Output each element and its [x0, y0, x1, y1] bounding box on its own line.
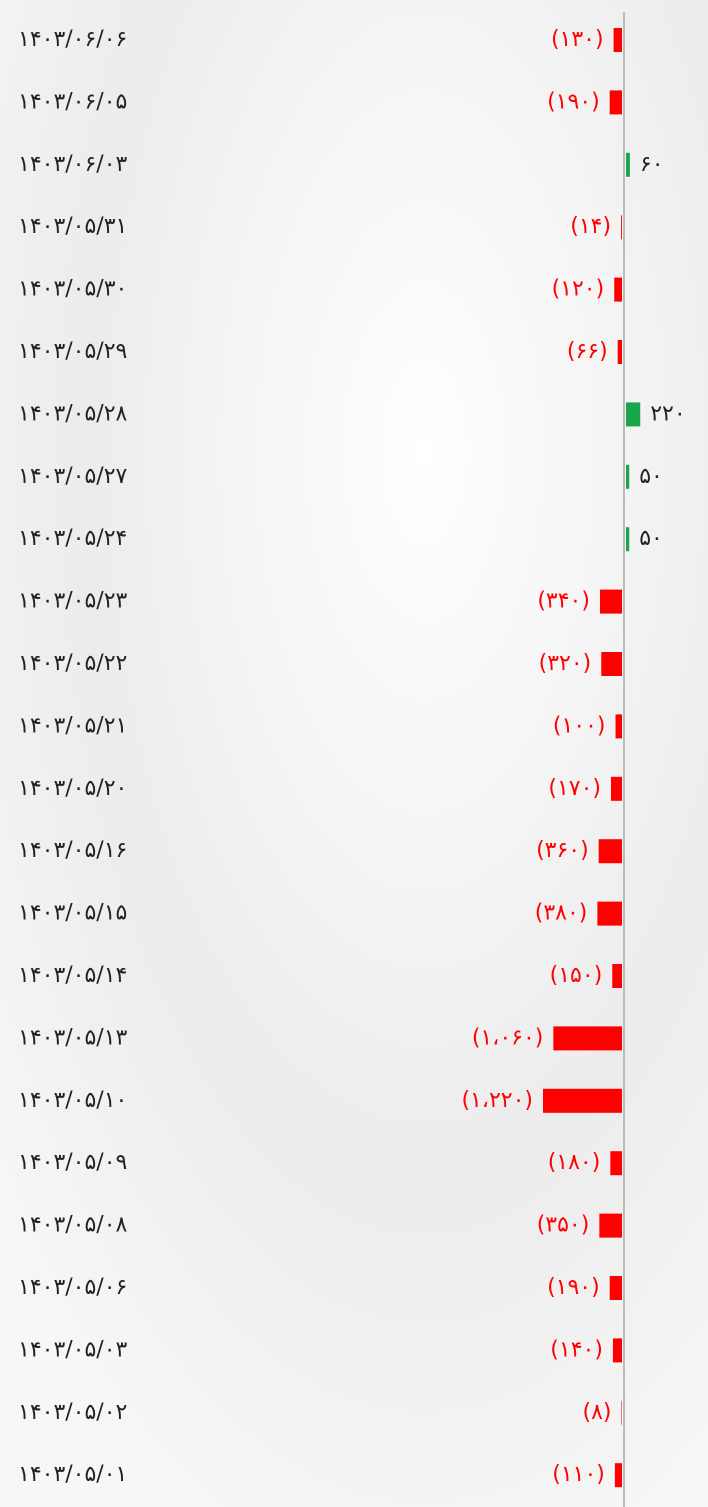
category-label: ۱۴۰۳/۰۵/۰۸ — [18, 1213, 128, 1238]
bar — [599, 839, 622, 863]
category-label: ۱۴۰۳/۰۵/۲۹ — [18, 339, 127, 364]
category-label: ۱۴۰۳/۰۶/۰۳ — [18, 152, 128, 177]
value-label: (۱۴۰) — [550, 1337, 603, 1362]
category-label: ۱۴۰۳/۰۵/۲۱ — [18, 713, 127, 738]
bar — [600, 590, 622, 614]
bar — [626, 153, 630, 177]
bar — [626, 465, 629, 489]
bar — [610, 1151, 622, 1175]
bar — [618, 340, 622, 364]
value-label: (۳۲۰) — [539, 651, 592, 676]
bar — [614, 28, 622, 52]
category-label: ۱۴۰۳/۰۶/۰۵ — [18, 89, 127, 114]
bar — [615, 1463, 622, 1487]
value-label: (۱۲۰) — [552, 277, 605, 302]
category-label: ۱۴۰۳/۰۵/۲۰ — [18, 776, 127, 801]
category-label: ۱۴۰۳/۰۵/۱۳ — [18, 1025, 128, 1050]
category-label: ۱۴۰۳/۰۵/۱۰ — [18, 1088, 127, 1113]
category-label: ۱۴۰۳/۰۵/۲۷ — [18, 464, 128, 489]
value-label: (۶۶) — [567, 339, 608, 364]
category-label: ۱۴۰۳/۰۵/۲۲ — [18, 651, 127, 676]
value-label: (۸) — [582, 1400, 611, 1425]
category-label: ۱۴۰۳/۰۵/۳۱ — [18, 214, 127, 239]
category-label: ۱۴۰۳/۰۵/۱۴ — [18, 963, 127, 988]
bar — [612, 964, 622, 988]
value-label: (۱،۲۲۰) — [461, 1088, 533, 1113]
bar — [601, 652, 622, 676]
value-label: ۵۰ — [639, 464, 663, 489]
bar — [626, 402, 640, 426]
bar — [611, 777, 622, 801]
bar — [614, 278, 622, 302]
bar — [553, 1026, 622, 1050]
value-label: (۱۸۰) — [548, 1150, 601, 1175]
category-label: ۱۴۰۳/۰۵/۰۲ — [18, 1400, 127, 1425]
value-label: (۳۶۰) — [536, 838, 589, 863]
value-label: (۳۸۰) — [535, 901, 588, 926]
value-label: (۱۵۰) — [550, 963, 603, 988]
value-label: (۱۰۰) — [553, 713, 606, 738]
category-label: ۱۴۰۳/۰۵/۰۱ — [18, 1462, 127, 1487]
bar — [626, 527, 629, 551]
bar — [610, 90, 622, 114]
value-label: ۲۲۰ — [650, 401, 685, 426]
bar — [616, 714, 622, 738]
category-label: ۱۴۰۳/۰۵/۱۵ — [18, 901, 127, 926]
category-label: ۱۴۰۳/۰۵/۲۸ — [18, 401, 128, 426]
category-label: ۱۴۰۳/۰۵/۰۳ — [18, 1337, 128, 1362]
bar — [543, 1089, 622, 1113]
value-label: ۶۰ — [640, 152, 664, 177]
category-label: ۱۴۰۳/۰۵/۱۶ — [18, 838, 127, 863]
bar — [621, 1401, 622, 1425]
value-label: ۵۰ — [639, 526, 663, 551]
category-label: ۱۴۰۳/۰۵/۰۹ — [18, 1150, 127, 1175]
category-label: ۱۴۰۳/۰۵/۲۴ — [18, 526, 127, 551]
category-label: ۱۴۰۳/۰۵/۰۶ — [18, 1275, 127, 1300]
value-label: (۱۳۰) — [551, 27, 604, 52]
bar — [613, 1338, 622, 1362]
value-label: (۱۹۰) — [547, 1275, 600, 1300]
value-label: (۱۹۰) — [547, 89, 600, 114]
value-label: (۱،۰۶۰) — [472, 1025, 544, 1050]
bar — [597, 902, 622, 926]
bar — [599, 1214, 622, 1238]
category-label: ۱۴۰۳/۰۶/۰۶ — [18, 27, 127, 52]
category-label: ۱۴۰۳/۰۵/۲۳ — [18, 589, 128, 614]
bar — [621, 215, 622, 239]
value-label: (۱۴) — [570, 214, 611, 239]
value-label: (۳۵۰) — [537, 1213, 590, 1238]
value-label: (۳۴۰) — [537, 589, 590, 614]
category-label: ۱۴۰۳/۰۵/۳۰ — [18, 277, 127, 302]
chart: ۱۴۰۳/۰۶/۰۶ (۱۳۰) ۱۴۰۳/۰۶/۰۵ (۱۹۰) ۱۴۰۳/۰۶/۰۳… — [0, 0, 708, 1507]
bar — [610, 1276, 622, 1300]
value-label: (۱۱۰) — [552, 1462, 605, 1487]
value-label: (۱۷۰) — [548, 776, 601, 801]
